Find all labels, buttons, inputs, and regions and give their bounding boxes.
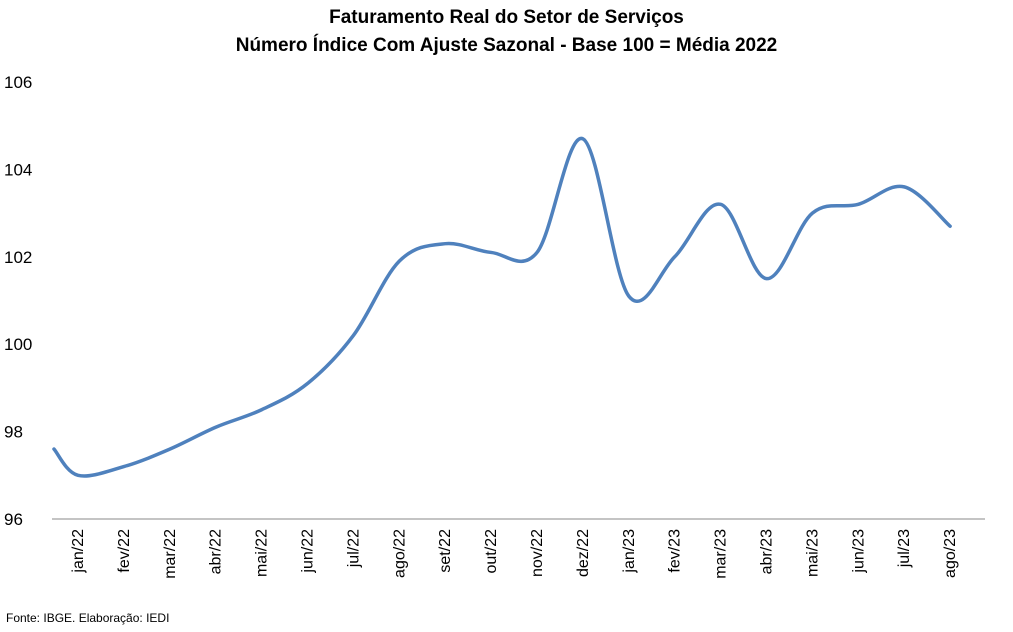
x-tick-label: out/22 [483, 529, 500, 574]
chart-title: Faturamento Real do Setor de Serviços [329, 7, 684, 28]
y-tick-label: 100 [4, 335, 32, 354]
y-tick-label: 96 [4, 510, 23, 529]
source-note: Fonte: IBGE. Elaboração: IEDI [6, 611, 170, 625]
x-tick-label: jul/22 [345, 529, 362, 568]
y-tick-label: 98 [4, 423, 23, 442]
y-tick-label: 106 [4, 73, 32, 92]
x-tick-label: jun/23 [850, 529, 867, 574]
x-tick-label: ago/23 [942, 529, 959, 578]
x-tick-label: mar/22 [162, 529, 179, 579]
chart-subtitle: Número Índice Com Ajuste Sazonal - Base … [235, 35, 778, 56]
x-tick-label: jan/22 [70, 529, 87, 574]
series-line [52, 137, 952, 478]
x-tick-label: set/22 [437, 529, 454, 573]
x-tick-label: mai/23 [804, 529, 821, 577]
x-tick-label: fev/23 [667, 529, 684, 573]
x-tick-label: dez/22 [575, 529, 592, 577]
x-tick-label: nov/22 [529, 529, 546, 577]
x-tick-label: mai/22 [254, 529, 271, 577]
x-tick-label: jul/23 [896, 529, 913, 568]
x-tick-label: jun/22 [300, 529, 317, 574]
y-tick-label: 102 [4, 248, 32, 267]
x-tick-label: jan/23 [621, 529, 638, 574]
x-tick-label: abr/23 [759, 529, 776, 574]
x-tick-label: ago/22 [391, 529, 408, 578]
x-tick-label: mar/23 [713, 529, 730, 579]
x-tick-label: abr/22 [208, 529, 225, 574]
x-tick-label: fev/22 [116, 529, 133, 573]
y-tick-label: 104 [4, 160, 32, 179]
